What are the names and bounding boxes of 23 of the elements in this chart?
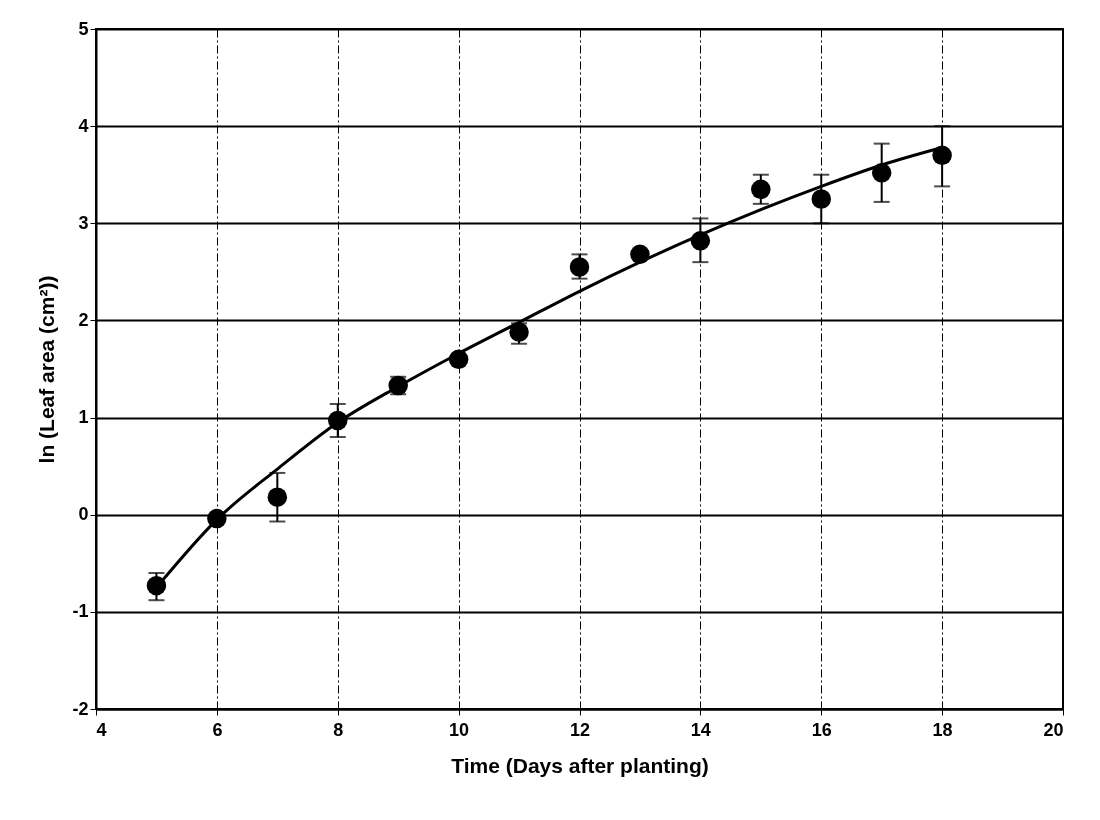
- point: [267, 487, 288, 507]
- point: [932, 145, 952, 166]
- x-tick-label: 4: [96, 719, 107, 740]
- point: [811, 189, 831, 209]
- x-tick-label: 6: [212, 719, 223, 740]
- y-axis-title: ln (Leaf area (cm²)): [35, 275, 59, 464]
- y-tick-label: -2: [72, 698, 89, 719]
- x-tick-label: 16: [811, 719, 832, 740]
- x-axis-title: Time (Days after planting): [451, 753, 709, 777]
- x-tick-label: 10: [449, 719, 470, 740]
- x-tick-label: 18: [932, 719, 953, 740]
- x-tick-label: 14: [690, 719, 711, 740]
- x-tick-label: 12: [569, 719, 591, 740]
- y-tick-label: 4: [78, 115, 89, 136]
- y-tick-label: 3: [78, 212, 89, 233]
- y-tick-label: 5: [78, 18, 89, 39]
- y-tick-label: -1: [72, 601, 89, 622]
- point: [751, 179, 771, 200]
- y-tick-label: 1: [78, 407, 89, 428]
- x-tick-label: 20: [1043, 719, 1064, 740]
- y-tick-label: 2: [78, 309, 89, 330]
- y-tick-label: 0: [78, 504, 89, 525]
- x-tick-label: 8: [333, 719, 344, 740]
